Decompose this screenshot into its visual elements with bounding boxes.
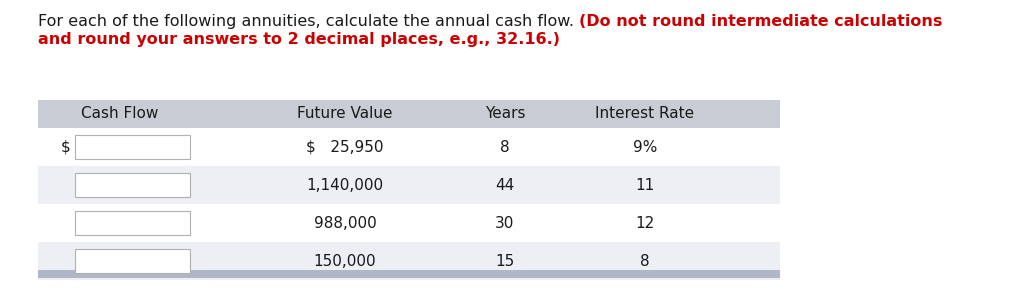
- Text: 8: 8: [640, 253, 650, 268]
- Text: and round your answers to 2 decimal places, e.g., 32.16.): and round your answers to 2 decimal plac…: [38, 32, 560, 47]
- Bar: [75, 249, 190, 273]
- Text: (Do not round intermediate calculations: (Do not round intermediate calculations: [580, 14, 942, 29]
- Text: 11: 11: [635, 178, 654, 193]
- Bar: [38, 204, 780, 242]
- Bar: [38, 128, 780, 166]
- Text: Years: Years: [484, 107, 525, 122]
- Text: 1,140,000: 1,140,000: [306, 178, 384, 193]
- Text: $: $: [61, 139, 71, 154]
- Text: 12: 12: [635, 216, 654, 231]
- Text: 988,000: 988,000: [313, 216, 377, 231]
- Text: Future Value: Future Value: [297, 107, 393, 122]
- Bar: [38, 270, 780, 278]
- Text: 8: 8: [500, 139, 510, 154]
- Bar: [38, 242, 780, 280]
- Text: 9%: 9%: [633, 139, 657, 154]
- Text: 30: 30: [496, 216, 515, 231]
- Bar: [75, 173, 190, 197]
- Text: 150,000: 150,000: [313, 253, 376, 268]
- Bar: [75, 135, 190, 159]
- Bar: [38, 166, 780, 204]
- Text: Interest Rate: Interest Rate: [595, 107, 694, 122]
- Text: 15: 15: [496, 253, 515, 268]
- Bar: [75, 211, 190, 235]
- Text: For each of the following annuities, calculate the annual cash flow.: For each of the following annuities, cal…: [38, 14, 580, 29]
- Bar: [38, 100, 780, 128]
- Text: $   25,950: $ 25,950: [306, 139, 384, 154]
- Text: Cash Flow: Cash Flow: [81, 107, 159, 122]
- Text: 44: 44: [496, 178, 515, 193]
